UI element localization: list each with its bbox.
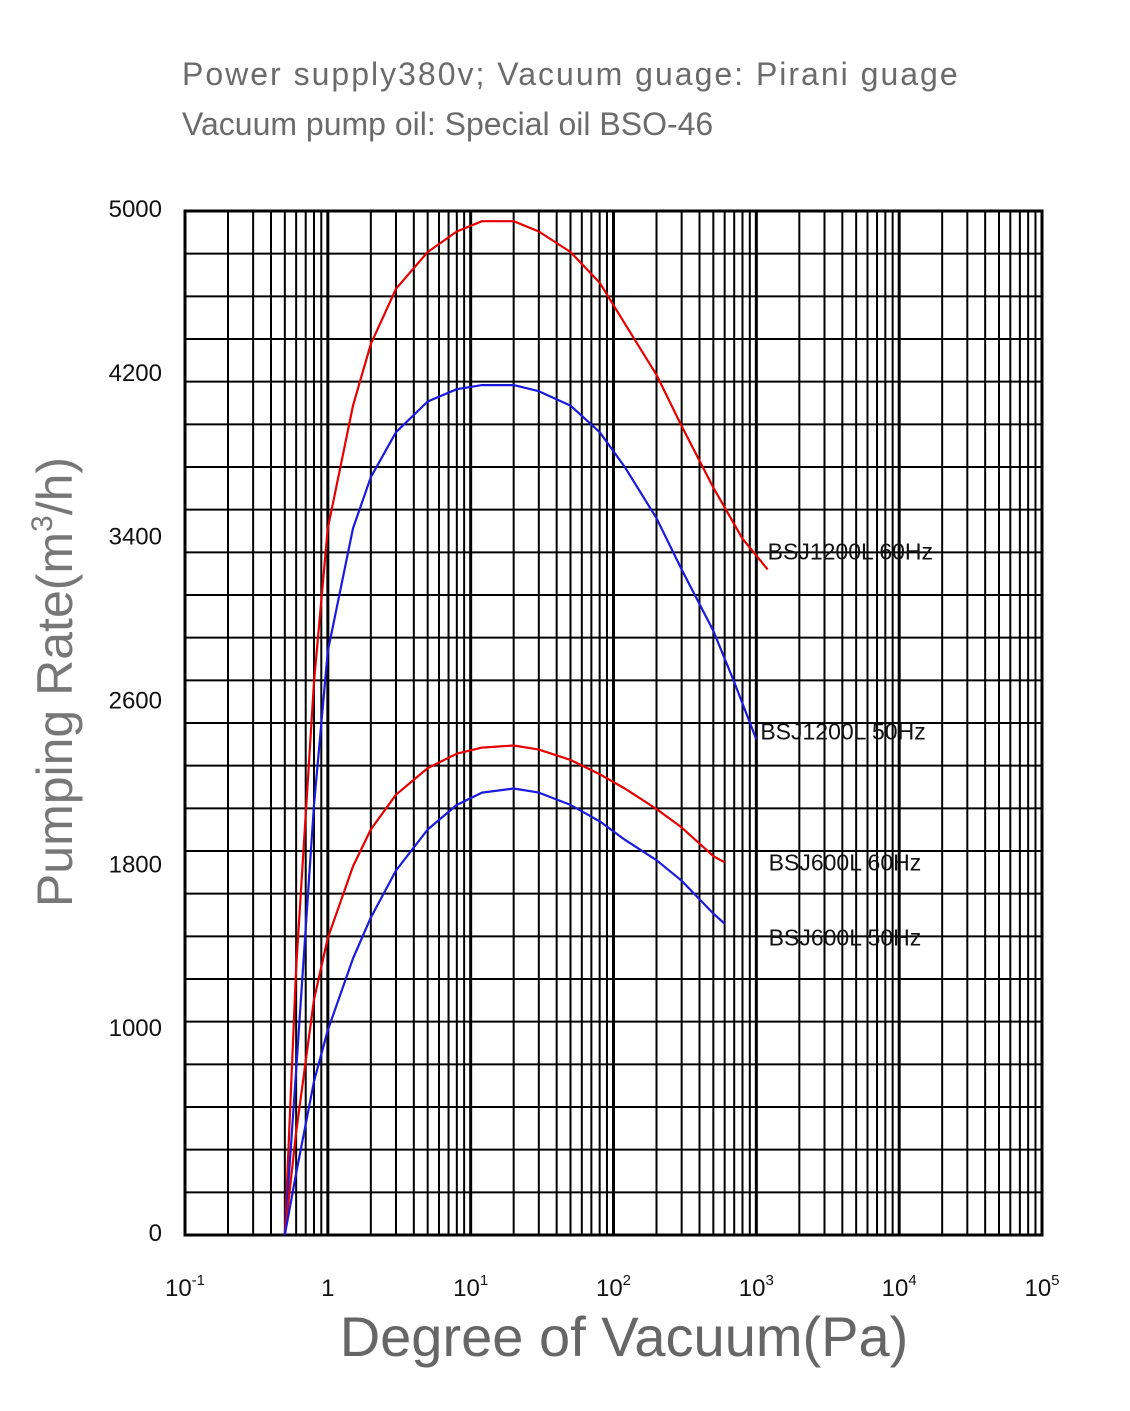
series-label-4: BSJ600L 50Hz bbox=[769, 925, 922, 951]
x-tick-label: 105 bbox=[1024, 1272, 1059, 1302]
series-line-4 bbox=[283, 787, 726, 1236]
x-axis-ticks: 10-1 1 101 102 103 104 105 bbox=[165, 1272, 1060, 1302]
series-label-1: BSJ1200L 60Hz bbox=[768, 538, 933, 564]
x-tick-label: 104 bbox=[882, 1272, 917, 1302]
series-labels: BSJ1200L 60Hz BSJ1200L 50Hz BSJ600L 60Hz BS… bbox=[760, 538, 933, 950]
chart-subtitle-pump-oil: Vacuum pump oil: Special oil BSO-46 bbox=[182, 106, 714, 142]
x-axis-label: Degree of Vacuum(Pa) bbox=[340, 1305, 909, 1368]
y-axis-label: Pumping Rate(m3/h) bbox=[26, 457, 83, 907]
series-line-3 bbox=[283, 744, 726, 1236]
series-curves bbox=[283, 220, 769, 1236]
x-tick-label: 102 bbox=[596, 1272, 631, 1302]
y-axis-ticks: 0 1000 1800 2600 3400 4200 5000 bbox=[109, 196, 162, 1247]
series-label-3: BSJ600L 60Hz bbox=[769, 849, 922, 875]
x-tick-label: 10-1 bbox=[165, 1272, 205, 1302]
y-tick-label: 4200 bbox=[109, 360, 162, 387]
x-tick-label: 103 bbox=[739, 1272, 774, 1302]
chart-subtitle-power-gauge: Power supply380v; Vacuum guage: Pirani g… bbox=[182, 56, 960, 92]
y-tick-label: 1000 bbox=[109, 1015, 162, 1042]
y-tick-label: 2600 bbox=[109, 688, 162, 715]
y-tick-label: 5000 bbox=[109, 196, 162, 223]
series-line-1 bbox=[283, 220, 769, 1236]
y-tick-label: 3400 bbox=[109, 524, 162, 551]
series-label-2: BSJ1200L 50Hz bbox=[760, 718, 925, 744]
y-tick-label: 0 bbox=[149, 1220, 162, 1247]
series-line-2 bbox=[283, 384, 758, 1236]
x-tick-label: 101 bbox=[453, 1272, 488, 1302]
x-tick-label: 1 bbox=[321, 1275, 334, 1302]
y-tick-label: 1800 bbox=[109, 851, 162, 878]
